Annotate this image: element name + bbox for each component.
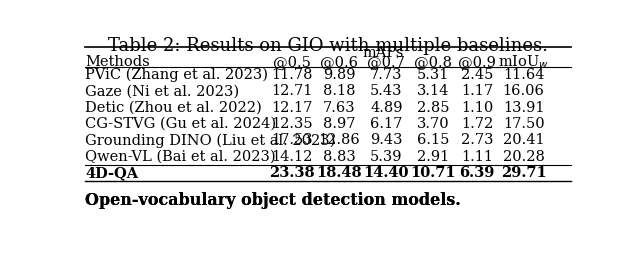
Text: @0.8: @0.8 <box>415 55 452 69</box>
Text: 12.71: 12.71 <box>271 84 313 99</box>
Text: 5.43: 5.43 <box>370 84 403 99</box>
Text: 12.35: 12.35 <box>271 117 313 131</box>
Text: Open-vocabulary object detection models. Detic (Zhou: Open-vocabulary object detection models.… <box>85 192 529 209</box>
Text: Table 2: Results on GIO with multiple baselines.: Table 2: Results on GIO with multiple ba… <box>108 37 548 55</box>
Text: 5.31: 5.31 <box>417 68 449 82</box>
Text: 3.14: 3.14 <box>417 84 449 99</box>
Text: 2.73: 2.73 <box>461 133 493 147</box>
Text: 1.10: 1.10 <box>461 101 493 115</box>
Text: mIoU$_w$: mIoU$_w$ <box>498 53 549 71</box>
Text: Methods: Methods <box>85 55 150 69</box>
Text: 14.12: 14.12 <box>271 150 313 164</box>
Text: 6.17: 6.17 <box>370 117 403 131</box>
Text: 1.11: 1.11 <box>461 150 493 164</box>
Text: 23.38: 23.38 <box>269 166 315 180</box>
Text: PViC (Zhang et al. 2023): PViC (Zhang et al. 2023) <box>85 68 268 82</box>
Text: @0.6: @0.6 <box>320 55 358 69</box>
Text: 20.41: 20.41 <box>503 133 545 147</box>
Text: 17.53: 17.53 <box>271 133 313 147</box>
Text: 6.39: 6.39 <box>460 166 495 180</box>
Text: 12.86: 12.86 <box>318 133 360 147</box>
Text: 9.89: 9.89 <box>323 68 355 82</box>
Text: Detic (Zhou et al. 2022): Detic (Zhou et al. 2022) <box>85 101 262 115</box>
Text: Gaze (Ni et al. 2023): Gaze (Ni et al. 2023) <box>85 84 239 99</box>
Text: 1.17: 1.17 <box>461 84 493 99</box>
Text: mAPs: mAPs <box>362 46 404 60</box>
Text: Grounding DINO (Liu et al. 2023): Grounding DINO (Liu et al. 2023) <box>85 133 335 148</box>
Text: 8.18: 8.18 <box>323 84 355 99</box>
Text: @0.9: @0.9 <box>458 55 496 69</box>
Text: 18.48: 18.48 <box>316 166 362 180</box>
Text: 17.50: 17.50 <box>503 117 545 131</box>
Text: 3.70: 3.70 <box>417 117 450 131</box>
Text: 13.91: 13.91 <box>503 101 545 115</box>
Text: 7.73: 7.73 <box>370 68 403 82</box>
Text: 7.63: 7.63 <box>323 101 355 115</box>
Text: 11.64: 11.64 <box>503 68 545 82</box>
Text: 2.91: 2.91 <box>417 150 449 164</box>
Text: 9.43: 9.43 <box>370 133 403 147</box>
Text: 11.78: 11.78 <box>271 68 313 82</box>
Text: 8.97: 8.97 <box>323 117 355 131</box>
Text: 4D-QA: 4D-QA <box>85 166 138 180</box>
Text: 2.85: 2.85 <box>417 101 450 115</box>
Text: Qwen-VL (Bai et al. 2023): Qwen-VL (Bai et al. 2023) <box>85 150 276 164</box>
Text: 29.71: 29.71 <box>500 166 547 180</box>
Text: 20.28: 20.28 <box>503 150 545 164</box>
Text: @0.7: @0.7 <box>367 55 405 69</box>
Text: @0.5: @0.5 <box>273 55 311 69</box>
Text: CG-STVG (Gu et al. 2024): CG-STVG (Gu et al. 2024) <box>85 117 276 131</box>
Text: 12.17: 12.17 <box>271 101 313 115</box>
Text: Open-vocabulary object detection models.: Open-vocabulary object detection models. <box>85 192 461 209</box>
Text: 5.39: 5.39 <box>370 150 403 164</box>
Text: 14.40: 14.40 <box>364 166 409 180</box>
Text: 16.06: 16.06 <box>503 84 545 99</box>
Text: 2.45: 2.45 <box>461 68 493 82</box>
Text: 1.72: 1.72 <box>461 117 493 131</box>
Text: 10.71: 10.71 <box>411 166 456 180</box>
Text: 8.83: 8.83 <box>323 150 356 164</box>
Text: 6.15: 6.15 <box>417 133 449 147</box>
Text: 4.89: 4.89 <box>370 101 403 115</box>
Text: Open-vocabulary object detection models.: Open-vocabulary object detection models. <box>85 192 461 209</box>
